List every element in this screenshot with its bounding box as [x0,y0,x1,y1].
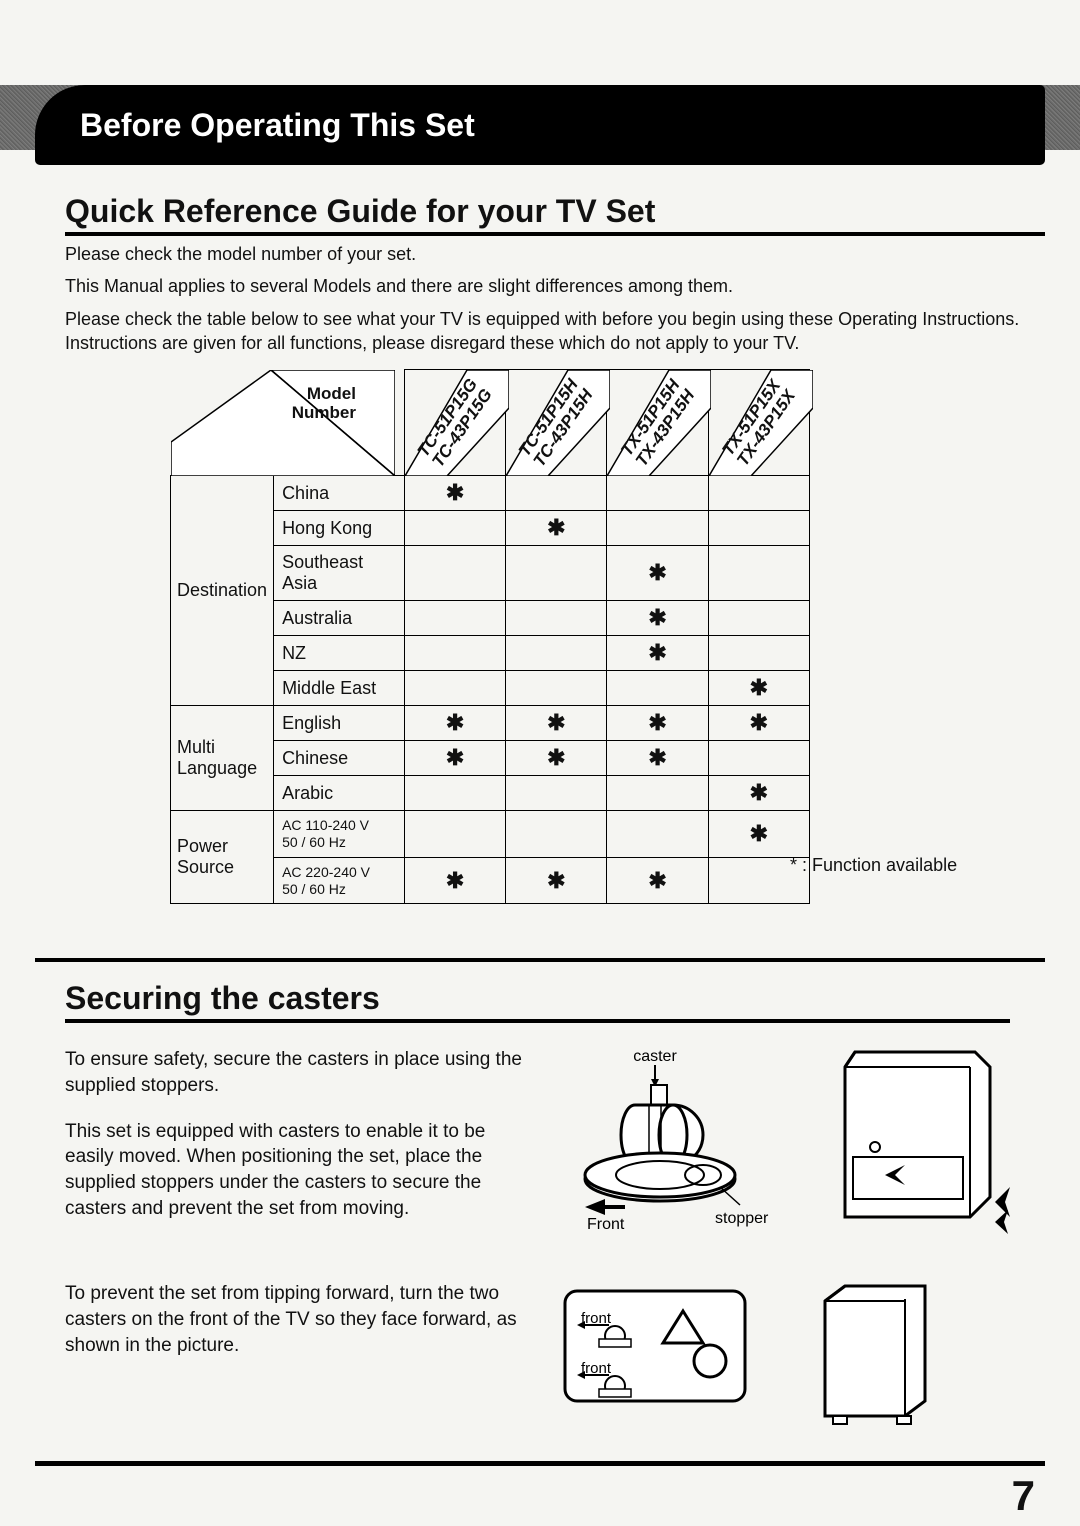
table-row-label: English [274,706,405,741]
section1-title: Quick Reference Guide for your TV Set [65,193,1045,236]
model-table-wrap: ModelNumber TC-51P15GTC-43P15GTC-51P15HTC… [170,369,810,904]
table-cell: ✱ [404,706,505,741]
table-cell [404,811,505,858]
table-cell: ✱ [506,741,607,776]
table-cell: ✱ [506,511,607,546]
table-header-cell: ModelNumber [171,370,405,476]
table-cell [506,546,607,601]
table-cell [404,511,505,546]
table-cell [404,671,505,706]
section2: Securing the casters To ensure safety, s… [35,980,1045,1431]
table-row-label: Australia [274,601,405,636]
table-cell: ✱ [607,741,708,776]
table-cell: ✱ [708,706,809,741]
table-cell: ✱ [607,636,708,671]
table-cell: ✱ [708,776,809,811]
section-banner: Before Operating This Set [35,85,1045,165]
table-cell [607,811,708,858]
model-column-header: TC-51P15HTC-43P15H [506,370,607,476]
intro-text: Please check the model number of your se… [65,242,1045,355]
table-group-header: Destination [171,476,274,706]
table-cell: ✱ [404,857,505,904]
model-table: ModelNumber TC-51P15GTC-43P15GTC-51P15HTC… [170,369,810,904]
table-cell: ✱ [607,706,708,741]
section-divider [35,958,1045,962]
table-row-label: Arabic [274,776,405,811]
table-cell: ✱ [506,857,607,904]
table-cell [708,741,809,776]
table-cell [708,511,809,546]
table-cell [506,776,607,811]
table-row-label: AC 110-240 V50 / 60 Hz [274,811,405,858]
tv-cabinet-figure [815,1047,1015,1237]
model-number-header: ModelNumber [292,384,356,423]
casters-row: To ensure safety, secure the casters in … [35,1047,1045,1241]
table-cell: ✱ [607,546,708,601]
table-cell: ✱ [708,671,809,706]
casters-p1: To ensure safety, secure the casters in … [65,1047,525,1098]
table-cell [506,636,607,671]
manual-page: Before Operating This Set Quick Referenc… [0,85,1080,1526]
intro-p2: This Manual applies to several Models an… [65,274,1045,298]
tip-figures: front front [555,1281,1045,1431]
section2-title: Securing the casters [65,980,1010,1023]
front-label: Front [587,1216,625,1233]
banner-title: Before Operating This Set [80,107,475,144]
table-cell [708,636,809,671]
table-cell: ✱ [506,706,607,741]
table-row-label: Southeast Asia [274,546,405,601]
table-row-label: Middle East [274,671,405,706]
model-column-header: TC-51P15GTC-43P15G [404,370,505,476]
intro-p1: Please check the model number of your se… [65,242,1045,266]
table-cell [607,511,708,546]
table-cell [404,776,505,811]
table-row-label: AC 220-240 V50 / 60 Hz [274,857,405,904]
intro-p3: Please check the table below to see what… [65,307,1045,356]
table-row-label: Chinese [274,741,405,776]
table-cell [607,671,708,706]
table-cell: ✱ [404,741,505,776]
table-group-header: MultiLanguage [171,706,274,811]
table-cell [404,601,505,636]
table-cell [404,636,505,671]
caster-label: caster [633,1048,677,1065]
table-row-label: China [274,476,405,511]
table-cell [506,476,607,511]
table-cell [607,476,708,511]
table-cell [708,601,809,636]
table-cell [506,601,607,636]
table-legend: * : Function available [790,855,957,876]
table-row-label: Hong Kong [274,511,405,546]
casters-text: To ensure safety, secure the casters in … [65,1047,525,1241]
table-cell [506,671,607,706]
table-cell: ✱ [708,811,809,858]
tip-row: To prevent the set from tipping forward,… [35,1281,1045,1431]
caster-stopper-figure: caster [555,1047,785,1237]
model-column-header: TX-51P15XTX-43P15X [708,370,809,476]
table-cell [708,476,809,511]
table-cell: ✱ [404,476,505,511]
model-column-header: TX-51P15HTX-43P15H [607,370,708,476]
casters-p2: This set is equipped with casters to ena… [65,1119,525,1222]
side-profile-figure [805,1281,965,1431]
tip-text: To prevent the set from tipping forward,… [65,1281,525,1431]
casters-figures: caster [555,1047,1045,1241]
table-cell: ✱ [607,601,708,636]
page-footer: 7 [35,1461,1045,1520]
table-cell [607,776,708,811]
page-number: 7 [35,1466,1045,1520]
table-cell [708,546,809,601]
table-cell [506,811,607,858]
table-group-header: PowerSource [171,811,274,904]
footprint-figure: front front [555,1281,775,1431]
table-cell: ✱ [607,857,708,904]
stopper-label: stopper [715,1210,769,1227]
table-row-label: NZ [274,636,405,671]
table-cell [404,546,505,601]
